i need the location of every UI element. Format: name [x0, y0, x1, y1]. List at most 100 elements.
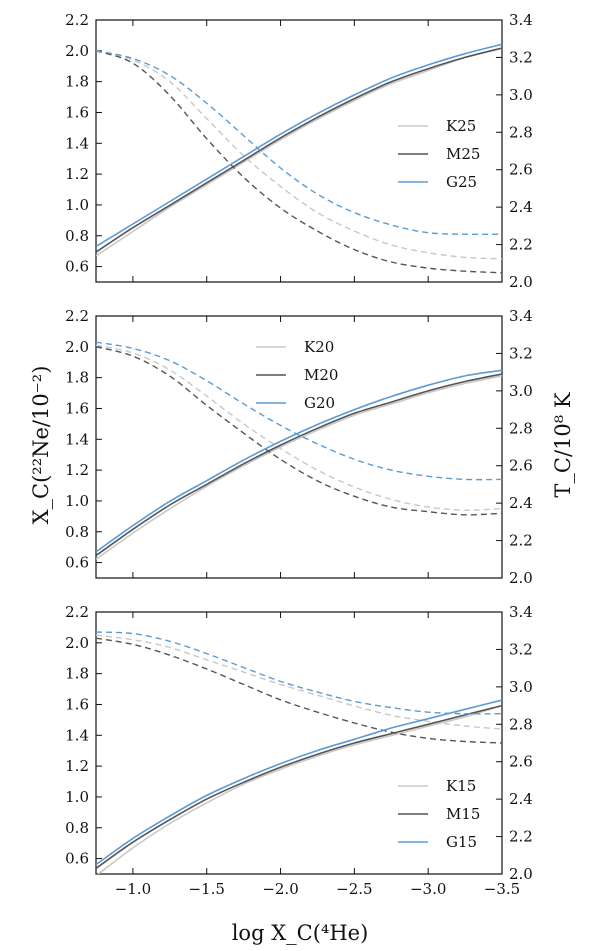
x-tick-label: −1.0	[115, 880, 151, 898]
y-tick-label-right: 3.0	[509, 86, 533, 104]
y-tick-label-right: 3.2	[509, 344, 533, 362]
y-tick-label-right: 3.0	[509, 382, 533, 400]
y-tick-label-left: 1.8	[65, 665, 89, 683]
y-tick-label-left: 1.4	[65, 726, 89, 744]
y-tick-label-left: 1.4	[65, 430, 89, 448]
legend-top: K25 M25 G25	[398, 117, 480, 191]
series-k20-xc-dashed	[96, 344, 502, 511]
series-g15-xc-dashed	[96, 631, 502, 715]
legend-label-m20: M20	[304, 366, 338, 384]
y-tick-label-left: 1.4	[65, 134, 89, 152]
panel-bottom: −1.0 −1.5 −2.0 −2.5 −3.0 −3.5 0.6 0.8 1.0 1.2 1.4 1…	[65, 603, 533, 898]
series-m15-tc-solid	[96, 704, 502, 870]
series-m20-xc-dashed	[96, 346, 502, 516]
y-tick-label-right: 2.0	[509, 865, 533, 883]
y-tick-label-left: 0.6	[65, 850, 89, 868]
panel-top: 0.6 0.8 1.0 1.2 1.4 1.6 1.8 2.0 2.2 2.0 2.2 2.4 2.6 2…	[65, 11, 533, 291]
y-tick-label-left: 0.6	[65, 258, 89, 276]
panel-frame-middle	[95, 315, 503, 579]
y-tick-label-left: 1.0	[65, 492, 89, 510]
series-g25-xc-dashed	[96, 50, 502, 236]
panels: 0.6 0.8 1.0 1.2 1.4 1.6 1.8 2.0 2.2 2.0 2.2 2.4 2.6 2…	[65, 11, 533, 898]
x-tick-label: −3.5	[484, 880, 520, 898]
y-tick-label-right: 2.6	[509, 753, 533, 771]
legend-label-k20: K20	[304, 338, 334, 356]
legend-label-g20: G20	[304, 394, 335, 412]
y-tick-label-left: 1.2	[65, 757, 89, 775]
y-tick-label-left: 2.2	[65, 603, 89, 621]
legend-label-g25: G25	[446, 173, 477, 191]
series-k25-xc-dashed	[96, 50, 502, 260]
y-tick-label-right: 2.4	[509, 790, 533, 808]
y-tick-label-left: 1.2	[65, 461, 89, 479]
series-g25-tc-solid	[96, 43, 502, 248]
y-tick-label-left: 0.8	[65, 819, 89, 837]
left-axis-label: X_C(²²Ne/10⁻²)	[29, 366, 53, 525]
panel-frame-top	[95, 19, 503, 283]
y-tick-label-right: 2.6	[509, 161, 533, 179]
y-tick-label-left: 1.6	[65, 103, 89, 121]
y-tick-label-right: 3.4	[509, 11, 533, 29]
legend-middle: K20 M20 G20	[256, 338, 338, 412]
y-tick-label-left: 2.0	[65, 634, 89, 652]
data-lines-middle	[96, 341, 502, 560]
y-tick-label-right: 2.4	[509, 198, 533, 216]
y-tick-label-right: 2.0	[509, 569, 533, 587]
y-tick-label-right: 3.4	[509, 603, 533, 621]
y-tick-label-right: 2.8	[509, 419, 533, 437]
y-tick-label-left: 2.2	[65, 307, 89, 325]
y-tick-label-left: 2.0	[65, 338, 89, 356]
y-tick-label-left: 1.0	[65, 788, 89, 806]
series-k15-tc-solid	[97, 704, 502, 874]
y-tick-label-left: 0.8	[65, 227, 89, 245]
x-tick-label: −3.0	[410, 880, 446, 898]
y-tick-label-right: 3.4	[509, 307, 533, 325]
y-tick-label-right: 2.0	[509, 273, 533, 291]
y-tick-label-left: 0.6	[65, 554, 89, 572]
legend-label-k15: K15	[446, 777, 476, 795]
y-tick-label-right: 2.8	[509, 715, 533, 733]
y-tick-label-left: 1.8	[65, 369, 89, 387]
y-tick-label-right: 3.0	[509, 678, 533, 696]
y-tick-label-left: 2.2	[65, 11, 89, 29]
y-tick-label-right: 2.2	[509, 532, 533, 550]
series-g20-tc-solid	[96, 369, 502, 553]
y-tick-label-left: 1.8	[65, 73, 89, 91]
series-m25-xc-dashed	[96, 50, 502, 274]
y-tick-label-right: 2.2	[509, 828, 533, 846]
series-g20-xc-dashed	[96, 341, 502, 481]
right-axis-label: T_C/10⁸ K	[551, 392, 575, 497]
series-g15-tc-solid	[96, 699, 502, 866]
y-tick-label-left: 1.6	[65, 399, 89, 417]
legend-label-g15: G15	[446, 833, 477, 851]
y-tick-label-left: 1.6	[65, 695, 89, 713]
legend-label-m25: M25	[446, 145, 480, 163]
y-tick-label-left: 1.2	[65, 165, 89, 183]
x-tick-label: −2.0	[262, 880, 298, 898]
y-tick-label-left: 2.0	[65, 42, 89, 60]
y-tick-label-right: 3.2	[509, 48, 533, 66]
bottom-axis-label: log X_C(⁴He)	[232, 921, 369, 945]
series-m20-tc-solid	[96, 373, 502, 557]
legend-label-k25: K25	[446, 117, 476, 135]
data-lines-bottom	[96, 631, 502, 874]
y-tick-label-right: 2.2	[509, 236, 533, 254]
series-k20-tc-solid	[96, 375, 502, 560]
panel-middle: 0.6 0.8 1.0 1.2 1.4 1.6 1.8 2.0 2.2 2.0 2.2 2.4 2.6 2…	[65, 307, 533, 587]
y-tick-label-left: 0.8	[65, 523, 89, 541]
x-tick-label: −2.5	[336, 880, 372, 898]
y-tick-label-right: 2.8	[509, 123, 533, 141]
y-tick-label-left: 1.0	[65, 196, 89, 214]
series-m25-tc-solid	[96, 47, 502, 253]
legend-label-m15: M15	[446, 805, 480, 823]
legend-bottom: K15 M15 G15	[398, 777, 480, 851]
y-tick-label-right: 3.2	[509, 640, 533, 658]
series-m15-xc-dashed	[96, 637, 502, 744]
series-k25-tc-solid	[96, 47, 502, 257]
y-tick-label-right: 2.6	[509, 457, 533, 475]
data-lines-top	[96, 43, 502, 274]
series-k15-xc-dashed	[96, 634, 502, 730]
x-tick-label: −1.5	[189, 880, 225, 898]
y-tick-label-right: 2.4	[509, 494, 533, 512]
